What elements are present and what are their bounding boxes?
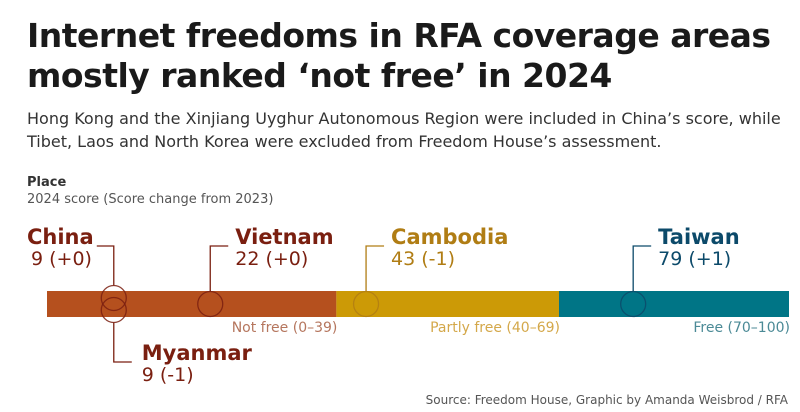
band-1 [336,291,559,317]
place-name: Taiwan [658,225,740,249]
leader-line [632,245,652,291]
score-value: 9 (-1) [141,364,194,386]
band-label: Free (70–100) [693,320,790,336]
score-value: 22 (+0) [235,248,309,270]
place-name: Myanmar [141,341,252,365]
point-marker-vietnam [197,290,224,318]
legend-subtitle: 2024 score (Score change from 2023) [27,192,274,207]
point-label-taiwan: Taiwan 79 (+1) [658,226,740,270]
leader-line [113,322,132,363]
point-label-china: China 9 (+0) [27,226,94,270]
band-label: Partly free (40–69) [430,320,560,336]
point-label-myanmar: Myanmar 9 (-1) [142,342,252,386]
band-label: Not free (0–39) [231,320,338,336]
score-value: 9 (+0) [31,248,92,270]
place-name: Vietnam [235,225,334,249]
leader-line [365,245,385,291]
point-marker-taiwan [620,290,647,318]
leader-line [209,245,229,291]
score-value: 43 (-1) [391,248,456,270]
chart-subtitle: Hong Kong and the Xinjiang Uyghur Autono… [27,109,781,151]
point-marker-cambodia [352,290,380,318]
point-label-cambodia: Cambodia 43 (-1) [391,226,508,270]
score-value: 79 (+1) [658,248,732,270]
band-2 [558,291,789,317]
band-0 [47,291,337,317]
source-note: Source: Freedom House, Graphic by Amanda… [425,393,788,407]
point-label-vietnam: Vietnam 22 (+0) [235,226,333,270]
legend-title: Place [27,175,67,190]
leader-line [96,245,115,286]
chart-title: Internet freedoms in RFA coverage areas … [27,16,771,95]
place-name: Cambodia [391,225,509,249]
place-name: China [27,225,94,249]
